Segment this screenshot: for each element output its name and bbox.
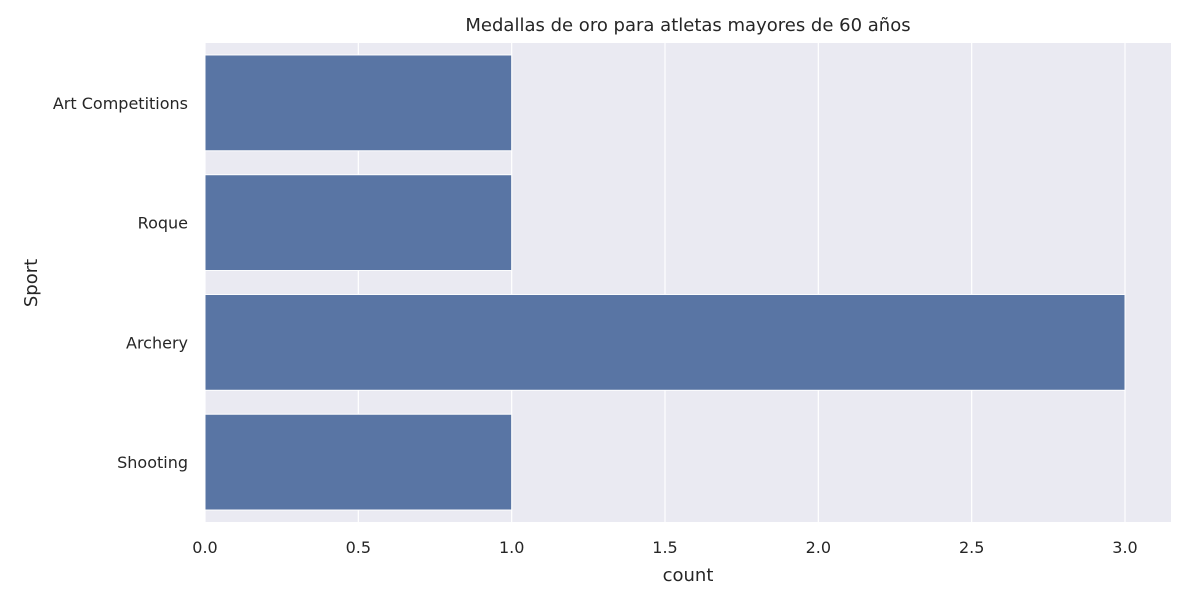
x-tick-label: 2.0 [806, 538, 831, 557]
x-tick-label: 1.5 [652, 538, 677, 557]
y-tick-label: Archery [126, 333, 188, 352]
x-tick-labels: 0.0 0.5 1.0 1.5 2.0 2.5 3.0 [192, 538, 1137, 557]
bar [204, 293, 1126, 391]
y-tick-label: Shooting [117, 453, 188, 472]
bar [204, 54, 513, 152]
bar [204, 413, 513, 511]
x-tick-label: 0.0 [192, 538, 217, 557]
x-tick-label: 1.0 [499, 538, 524, 557]
y-tick-label: Roque [138, 214, 188, 233]
bar [204, 174, 513, 272]
x-axis-label: count [663, 565, 714, 586]
bars [204, 54, 1126, 511]
x-tick-label: 2.5 [959, 538, 984, 557]
x-tick-label: 3.0 [1112, 538, 1137, 557]
y-tick-label: Art Competitions [53, 94, 188, 113]
y-axis-label: Sport [21, 259, 42, 307]
x-tick-label: 0.5 [346, 538, 371, 557]
chart-title: Medallas de oro para atletas mayores de … [465, 15, 910, 36]
y-tick-labels: Art Competitions Roque Archery Shooting [53, 94, 188, 472]
